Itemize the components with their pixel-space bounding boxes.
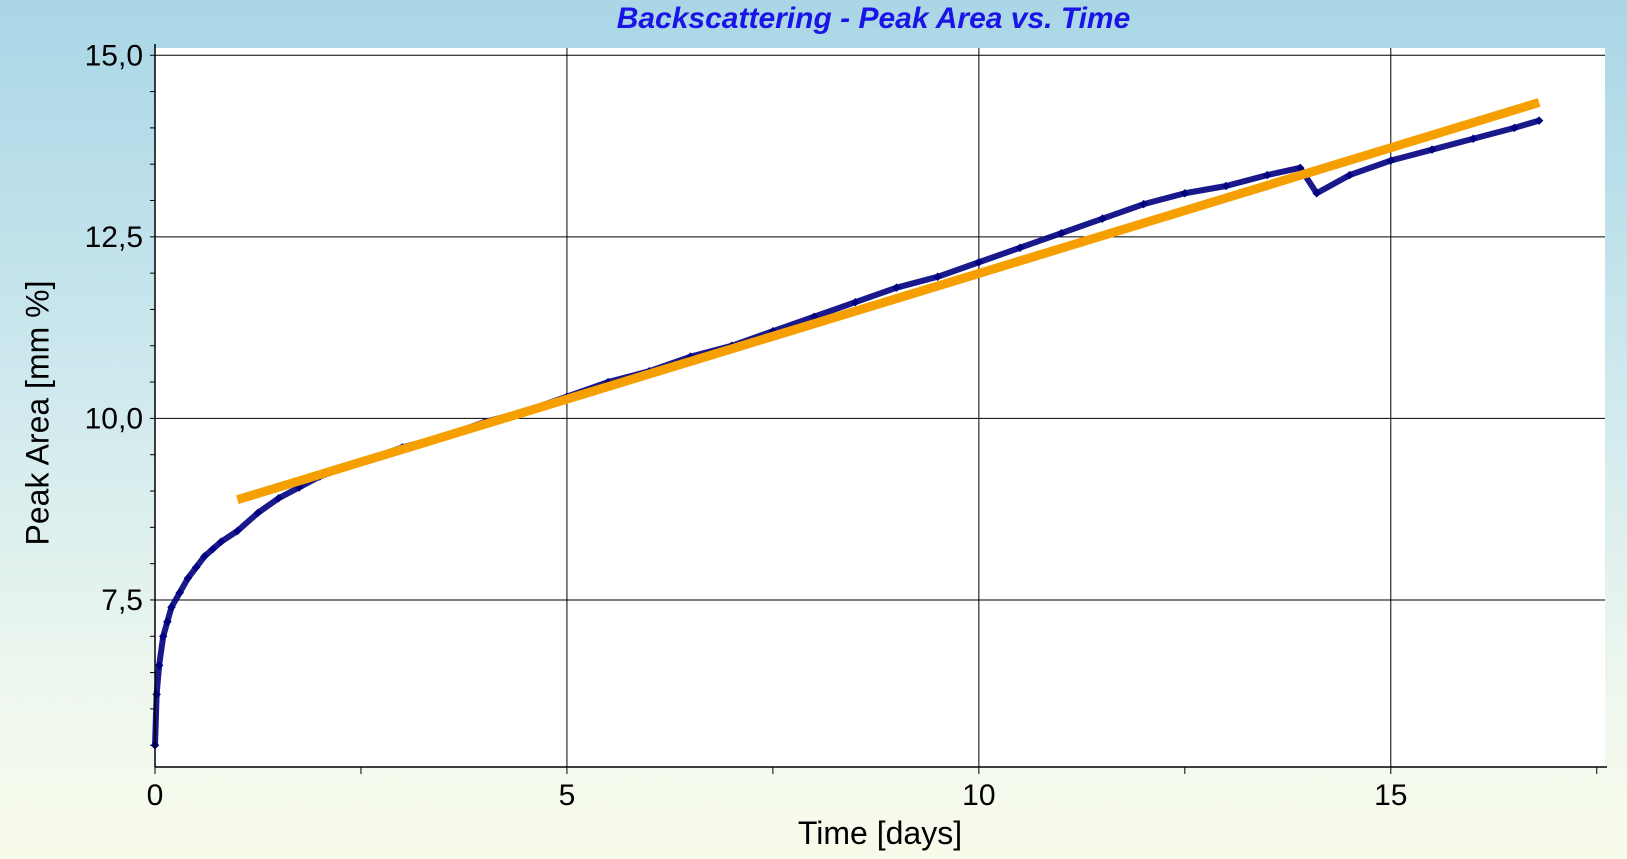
y-tick-label: 12,5 [85, 221, 143, 254]
fit-line-layer [236, 98, 1541, 505]
tick-labels: 0 5 10 15 7,5 10,0 12,5 15,0 [85, 39, 1408, 812]
data-point [892, 283, 901, 292]
grid-lines [155, 48, 1605, 767]
x-tick-label: 15 [1374, 779, 1407, 812]
plot-area [155, 48, 1605, 767]
y-tick-label: 10,0 [85, 402, 143, 435]
fit-line [236, 98, 1541, 505]
x-tick-label: 10 [962, 779, 995, 812]
x-tick-label: 5 [559, 779, 576, 812]
x-tick-label: 0 [147, 779, 164, 812]
x-axis-label: Time [days] [797, 815, 963, 851]
y-tick-label: 7,5 [101, 584, 143, 617]
data-point [933, 272, 942, 282]
chart-title: Backscattering - Peak Area vs. Time [616, 2, 1131, 35]
minor-ticks [150, 54, 1598, 774]
data-point [851, 297, 860, 307]
data-point [274, 494, 283, 503]
y-axis-label: Peak Area [mm %] [19, 280, 56, 546]
y-tick-label: 15,0 [85, 39, 143, 72]
data-point [974, 258, 984, 267]
